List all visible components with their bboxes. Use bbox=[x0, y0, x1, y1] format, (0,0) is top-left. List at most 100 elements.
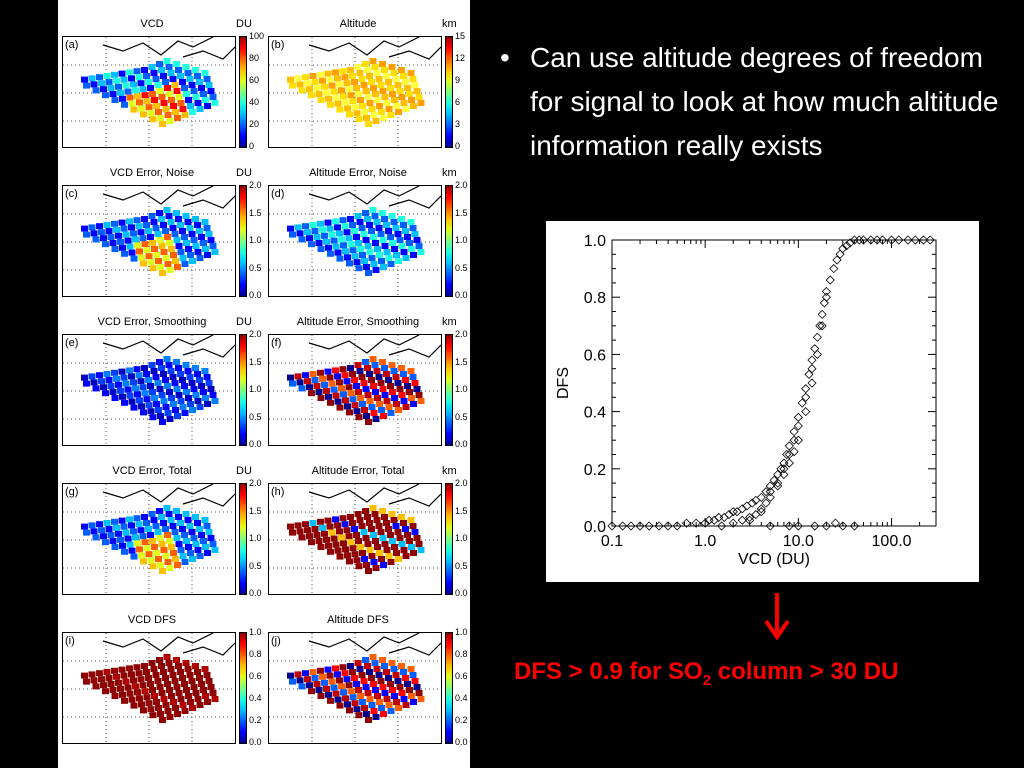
plume-pixel bbox=[105, 79, 113, 85]
data-point bbox=[779, 464, 789, 474]
plume-pixel bbox=[387, 383, 394, 389]
map-image bbox=[269, 37, 441, 147]
data-point bbox=[854, 235, 864, 245]
colorbar-tick-label: 1.5 bbox=[249, 505, 262, 516]
plume-pixel bbox=[202, 693, 209, 699]
plume-pixel bbox=[194, 73, 201, 79]
plume-pixel bbox=[107, 234, 115, 240]
plume-pixel bbox=[137, 80, 145, 87]
plume-pixel bbox=[370, 559, 378, 565]
plume-pixel bbox=[404, 532, 411, 538]
plume-pixel bbox=[304, 229, 311, 236]
plume-pixel bbox=[398, 663, 405, 669]
plume-pixel bbox=[83, 231, 90, 238]
plume-pixel bbox=[130, 81, 137, 88]
plume-pixel bbox=[317, 518, 324, 525]
map-unit: km bbox=[442, 465, 457, 477]
data-point bbox=[728, 518, 738, 528]
data-point bbox=[797, 398, 807, 408]
data-point bbox=[793, 412, 803, 422]
plume-pixel bbox=[296, 230, 304, 237]
plume-pixel bbox=[139, 86, 147, 93]
data-point bbox=[842, 241, 852, 251]
plume-pixel bbox=[402, 675, 409, 681]
plume-pixel bbox=[334, 671, 341, 678]
plume-pixel bbox=[173, 359, 180, 365]
y-axis-label: DFS bbox=[555, 367, 572, 399]
plume-pixel bbox=[389, 538, 396, 544]
plume-pixel bbox=[413, 88, 421, 94]
plume-pixel bbox=[365, 121, 372, 127]
plume-pixel bbox=[347, 663, 354, 669]
plume-pixel bbox=[187, 699, 194, 705]
plume-pixel bbox=[406, 538, 413, 544]
plume-pixel bbox=[360, 231, 368, 237]
plume-pixel bbox=[389, 389, 396, 395]
colorbar-tick-label: 100 bbox=[249, 31, 265, 41]
plume-pixel bbox=[362, 237, 370, 243]
plume-pixel bbox=[357, 395, 364, 401]
plume-pixel bbox=[353, 383, 360, 389]
colorbar-tick-label: 0.8 bbox=[249, 649, 262, 659]
plume-pixel bbox=[209, 690, 217, 696]
plume-pixel bbox=[402, 79, 409, 85]
plume-pixel bbox=[395, 705, 402, 711]
plume-pixel bbox=[190, 88, 198, 94]
plume-pixel bbox=[188, 231, 196, 237]
plume-pixel bbox=[361, 109, 368, 115]
plume-pixel bbox=[130, 255, 138, 262]
coastline bbox=[308, 335, 441, 358]
panel-label: (a) bbox=[65, 39, 79, 51]
plume-pixel bbox=[115, 83, 122, 90]
plume-pixel bbox=[134, 242, 141, 249]
plume-pixel bbox=[378, 705, 385, 711]
plume-pixel bbox=[370, 261, 378, 267]
data-point bbox=[607, 521, 617, 531]
plume-pixel bbox=[201, 666, 209, 672]
plume-pixel bbox=[376, 252, 383, 258]
plume-pixel bbox=[159, 419, 166, 425]
plume-pixel bbox=[362, 535, 370, 541]
plume-pixel bbox=[374, 395, 381, 401]
plume-pixel bbox=[158, 216, 165, 222]
plume-pixel bbox=[118, 219, 126, 226]
plume-pixel bbox=[347, 67, 354, 73]
data-point bbox=[761, 498, 771, 508]
plume-pixel bbox=[169, 225, 177, 231]
plume-pixel bbox=[90, 379, 98, 386]
plume-pixel bbox=[163, 654, 171, 660]
plume-pixel bbox=[387, 112, 395, 118]
plume-pixel bbox=[132, 534, 139, 541]
plume-pixel bbox=[188, 529, 196, 535]
plume-pixel bbox=[124, 88, 132, 95]
plume-pixel bbox=[81, 225, 88, 232]
plume-pixel bbox=[328, 678, 336, 685]
plume-pixel bbox=[147, 532, 154, 538]
dfs-conclusion-note: DFS > 0.9 for SO2 column > 30 DU bbox=[514, 658, 898, 689]
plume-pixel bbox=[207, 684, 215, 690]
plume-pixel bbox=[287, 523, 294, 530]
plume-pixel bbox=[381, 67, 388, 73]
plume-pixel bbox=[368, 404, 376, 410]
data-point bbox=[773, 481, 783, 491]
plume-pixel bbox=[338, 385, 345, 392]
plume-pixel bbox=[177, 73, 184, 79]
plume-pixel bbox=[201, 517, 209, 523]
plume-pixel bbox=[361, 407, 368, 413]
data-point bbox=[849, 521, 860, 531]
y-tick-label: 0.4 bbox=[584, 405, 606, 422]
plume-pixel bbox=[334, 547, 342, 554]
plume-pixel bbox=[137, 527, 145, 534]
plume-pixel bbox=[315, 91, 323, 97]
plume-pixel bbox=[163, 207, 171, 213]
plume-pixel bbox=[111, 71, 118, 78]
plume-pixel bbox=[168, 246, 175, 252]
colorbar-tick-label: 0.5 bbox=[455, 262, 468, 273]
plume-pixel bbox=[392, 374, 400, 380]
data-point bbox=[894, 235, 904, 245]
plume-pixel bbox=[309, 669, 317, 675]
plume-pixel bbox=[177, 371, 184, 377]
plume-pixel bbox=[296, 379, 304, 386]
plume-pixel bbox=[369, 356, 377, 362]
plume-pixel bbox=[364, 94, 372, 100]
